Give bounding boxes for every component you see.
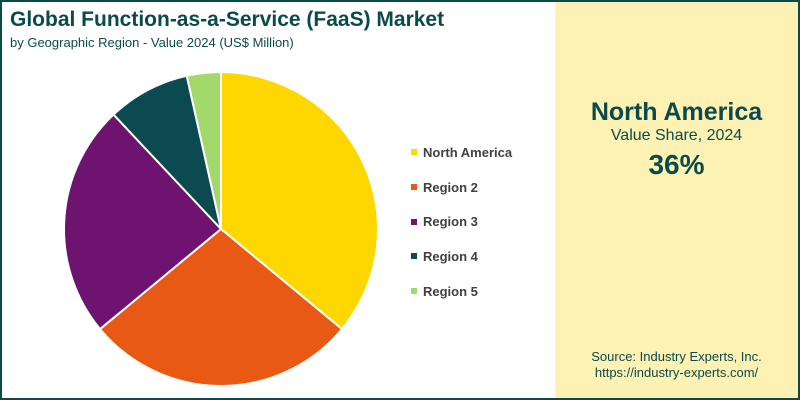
highlight-panel: North America Value Share, 2024 36% Sour…	[555, 2, 798, 398]
legend-swatch	[411, 253, 417, 260]
source-note: Source: Industry Experts, Inc. https://i…	[555, 349, 798, 381]
legend-label: North America	[423, 144, 513, 160]
legend-label: Region 4	[423, 248, 478, 264]
legend-item: North America	[411, 135, 512, 170]
legend-swatch	[411, 149, 417, 156]
pie-slice-region-4	[112, 74, 223, 233]
legend-item: Region 5	[411, 274, 512, 309]
pie-chart	[63, 70, 379, 387]
pie-slice-region-2	[98, 227, 344, 387]
legend-swatch	[411, 288, 417, 295]
legend-item: Region 2	[411, 170, 512, 205]
legend-item: Region 4	[411, 239, 512, 274]
legend-label: Region 5	[423, 283, 478, 299]
source-line: Source: Industry Experts, Inc.	[591, 349, 762, 364]
chart-subtitle: by Geographic Region - Value 2024 (US$ M…	[10, 35, 294, 50]
pie-slice-region-3	[63, 113, 223, 331]
highlight-region: North America	[590, 98, 763, 126]
legend-swatch	[411, 184, 417, 191]
pie-slice-north-america	[220, 70, 379, 331]
legend-label: Region 2	[423, 179, 478, 195]
legend-item: Region 3	[411, 204, 512, 239]
legend-label: Region 3	[423, 214, 478, 230]
highlight-label: Value Share, 2024	[610, 127, 743, 144]
pie-slice-region-5	[185, 70, 222, 230]
source-url: https://industry-experts.com/	[594, 365, 759, 380]
chart-title: Global Function-as-a-Service (FaaS) Mark…	[10, 8, 445, 31]
legend-swatch	[411, 218, 417, 225]
legend: North America Region 2 Region 3 Region 4 Reg…	[411, 135, 512, 308]
highlight-value: 36%	[648, 149, 705, 180]
